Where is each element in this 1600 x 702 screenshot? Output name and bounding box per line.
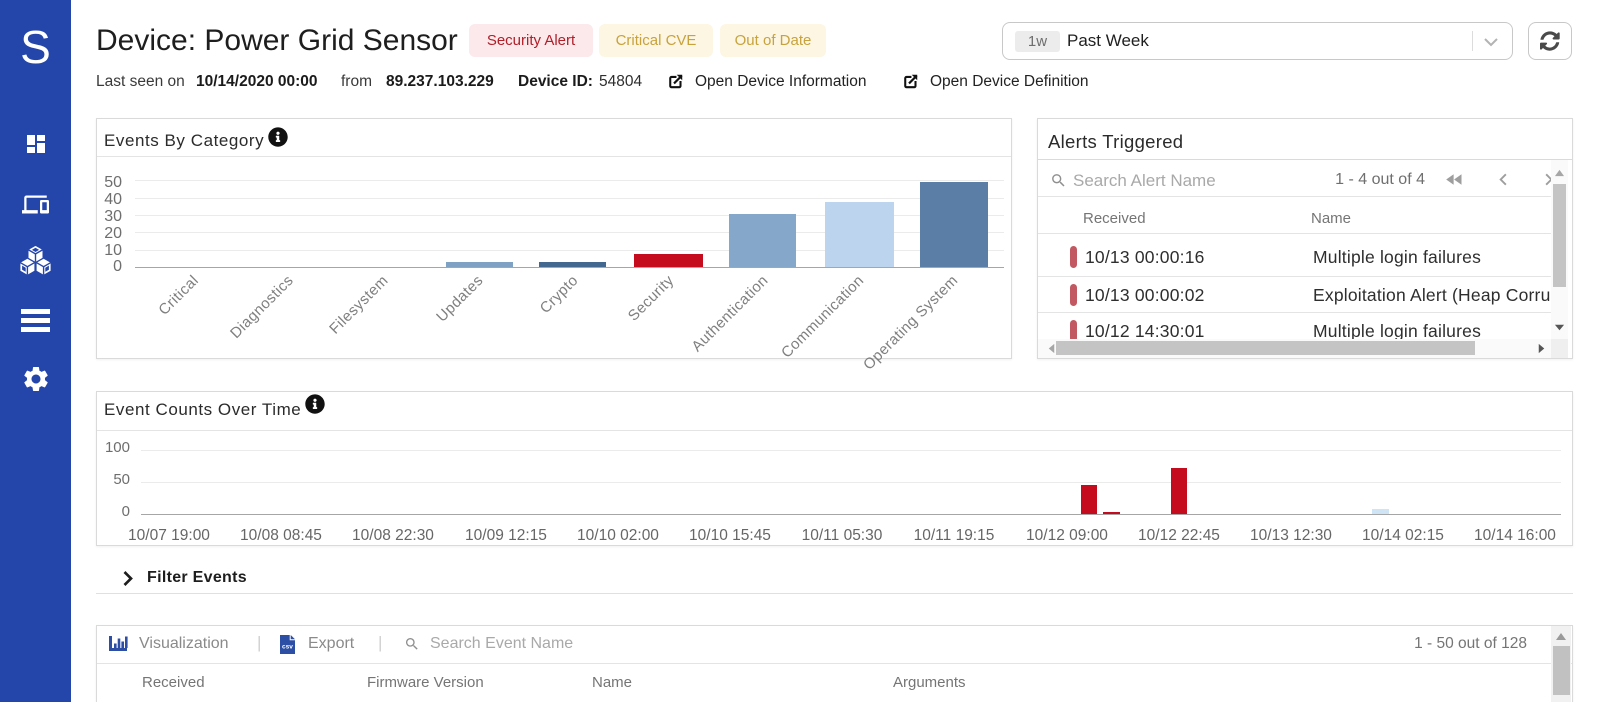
svg-text:csv: csv: [282, 644, 293, 651]
